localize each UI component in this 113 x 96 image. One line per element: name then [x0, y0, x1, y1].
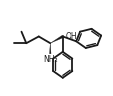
Polygon shape — [50, 35, 63, 43]
Polygon shape — [49, 43, 51, 54]
Text: OH: OH — [65, 32, 76, 41]
Text: NH₂: NH₂ — [43, 55, 57, 64]
